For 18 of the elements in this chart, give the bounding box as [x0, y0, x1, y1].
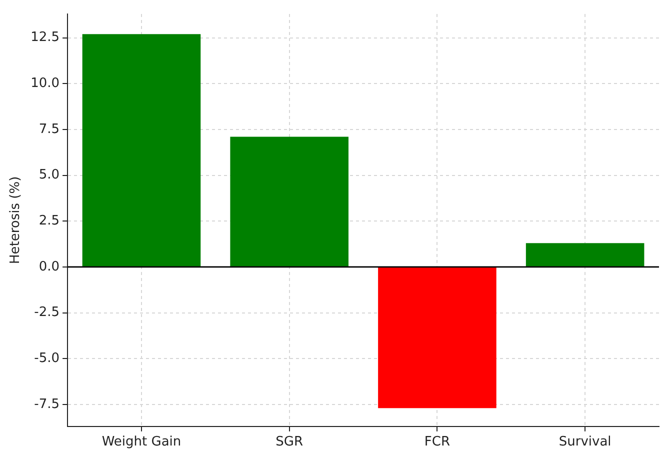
bar — [378, 267, 496, 408]
y-tick-label: 0.0 — [38, 259, 60, 274]
y-tick-label: 10.0 — [30, 76, 60, 92]
y-tick-label: 12.5 — [30, 30, 60, 46]
x-tick-label: Survival — [558, 434, 612, 450]
x-tick-label: SGR — [276, 434, 304, 450]
y-axis-title: Heterosis (%) — [8, 176, 24, 264]
y-tick-label: 7.5 — [38, 122, 60, 137]
y-tick-label: -7.5 — [34, 396, 60, 412]
y-tick-label: 5.0 — [38, 168, 60, 183]
y-tick-label: 2.5 — [38, 213, 60, 228]
bar — [82, 34, 201, 266]
y-tick-label: -5.0 — [34, 350, 60, 366]
y-tick-label: -2.5 — [34, 305, 60, 320]
bar — [230, 136, 348, 266]
bar — [526, 243, 644, 266]
x-tick-label: FCR — [424, 434, 450, 450]
x-tick-label: Weight Gain — [102, 434, 182, 450]
